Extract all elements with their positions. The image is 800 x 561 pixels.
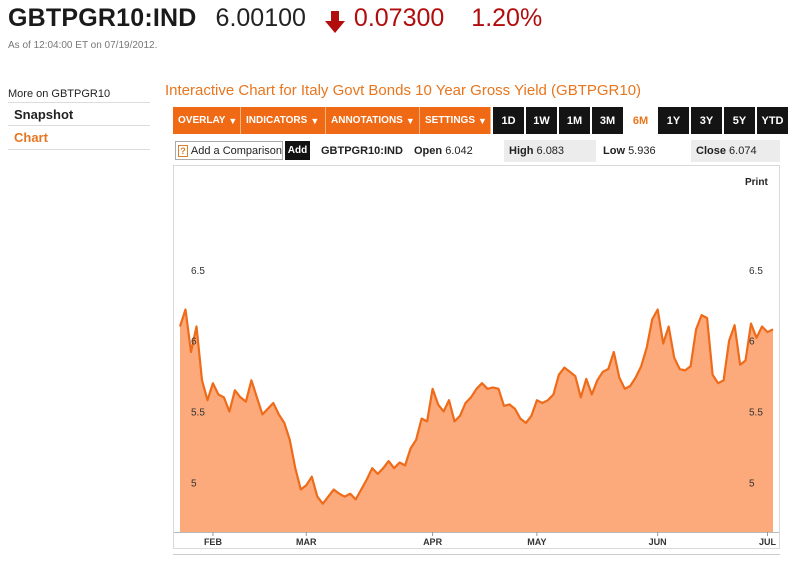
y-tick-label-right: 5 (749, 478, 755, 489)
close-label: Close (696, 145, 726, 157)
chart-toolbar: OVERLAY ▼ INDICATORS ▼ ANNOTATIONS ▼ SETTIN… (173, 107, 788, 134)
arrow-down-icon (324, 10, 346, 34)
y-tick-label-right: 5.5 (749, 408, 763, 419)
range-1d-button[interactable]: 1D (493, 107, 524, 134)
stats-row: ? Add a Comparison Add GBTPGR10:IND Open… (173, 140, 780, 162)
caret-down-icon: ▼ (228, 115, 238, 126)
series-area (180, 309, 773, 532)
open-stat: Open 6.042 (414, 140, 492, 162)
series-line (178, 308, 774, 505)
settings-menu[interactable]: SETTINGS ▼ (420, 107, 491, 134)
annotations-menu-label: ANNOTATIONS (331, 115, 403, 126)
high-value: 6.083 (536, 145, 565, 157)
quote-header: GBTPGR10:IND 6.00100 0.07300 1.20% (8, 4, 542, 36)
price-change: 0.07300 (353, 4, 445, 32)
open-value: 6.042 (445, 145, 473, 157)
add-comparison-button[interactable]: Add (285, 141, 310, 160)
print-link[interactable]: Print (745, 177, 768, 188)
range-ytd-button[interactable]: YTD (757, 107, 788, 134)
yield-area-chart: 6.5 6.5 6 6 5.5 5.5 5 5 FEB MAR APR MAY JUN JUL (174, 266, 779, 547)
annotations-menu[interactable]: ANNOTATIONS ▼ (326, 107, 420, 134)
x-tick-label: JUL (759, 537, 777, 547)
high-stat: High 6.083 (504, 140, 596, 162)
close-value: 6.074 (729, 145, 757, 157)
range-3m-button[interactable]: 3M (592, 107, 623, 134)
x-tick-label: MAY (527, 537, 546, 547)
last-price: 6.00100 (215, 4, 306, 32)
settings-menu-label: SETTINGS (425, 115, 476, 126)
percent-change: 1.20% (471, 4, 543, 32)
y-tick-label-left: 6 (191, 337, 197, 348)
sidebar-item-chart[interactable]: Chart (8, 126, 150, 150)
as-of-timestamp: As of 12:04:00 ET on 07/19/2012. (8, 40, 158, 51)
x-tick-label: MAR (296, 537, 317, 547)
y-tick-label-left: 6.5 (191, 266, 205, 277)
y-tick-label-left: 5 (191, 478, 197, 489)
range-1y-button[interactable]: 1Y (658, 107, 689, 134)
close-stat: Close 6.074 (691, 140, 780, 162)
x-tick-label: JUN (649, 537, 667, 547)
range-3y-button[interactable]: 3Y (691, 107, 722, 134)
indicators-menu-label: INDICATORS (246, 115, 308, 126)
sidebar-heading: More on GBTPGR10 (8, 88, 111, 100)
help-icon: ? (178, 144, 188, 157)
x-tick-label: APR (423, 537, 443, 547)
low-label: Low (603, 145, 625, 157)
ticker-symbol: GBTPGR10:IND (8, 4, 197, 32)
chart-title: Interactive Chart for Italy Govt Bonds 1… (165, 82, 642, 99)
range-5y-button[interactable]: 5Y (724, 107, 755, 134)
indicators-menu[interactable]: INDICATORS ▼ (241, 107, 326, 134)
overlay-menu[interactable]: OVERLAY ▼ (173, 107, 241, 134)
comparison-input[interactable]: ? Add a Comparison (175, 141, 283, 160)
caret-down-icon: ▼ (478, 115, 487, 126)
range-1m-button[interactable]: 1M (559, 107, 590, 134)
caret-down-icon: ▼ (405, 115, 415, 126)
open-label: Open (414, 145, 443, 157)
y-tick-label-right: 6.5 (749, 266, 763, 277)
range-6m-button[interactable]: 6M (625, 107, 656, 134)
sidebar: More on GBTPGR10 Snapshot Chart (8, 87, 150, 150)
sidebar-item-snapshot[interactable]: Snapshot (8, 102, 150, 126)
high-label: High (509, 145, 534, 157)
low-value: 5.936 (628, 145, 656, 157)
comparison-placeholder: Add a Comparison (190, 144, 282, 157)
x-tick-label: FEB (204, 537, 223, 547)
range-1w-button[interactable]: 1W (526, 107, 557, 134)
low-stat: Low 5.936 (603, 140, 688, 162)
price-chart[interactable]: 6.5 6.5 6 6 5.5 5.5 5 5 FEB MAR APR MAY JUN JUL Print (173, 165, 780, 549)
caret-down-icon: ▼ (310, 115, 320, 126)
bottom-divider (173, 554, 780, 555)
y-tick-label-left: 5.5 (191, 408, 205, 419)
y-tick-label-right: 6 (749, 337, 755, 348)
overlay-menu-label: OVERLAY (178, 115, 226, 126)
symbol-label: GBTPGR10:IND (321, 145, 403, 157)
